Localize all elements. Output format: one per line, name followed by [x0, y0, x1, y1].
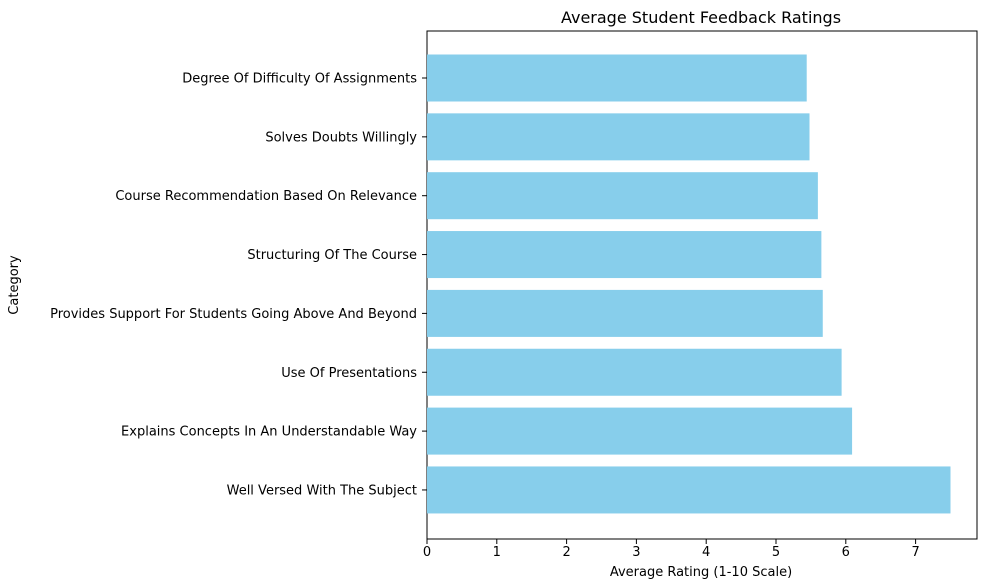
bar: [427, 54, 807, 102]
chart-title: Average Student Feedback Ratings: [561, 8, 841, 27]
y-tick-label: Structuring Of The Course: [247, 248, 417, 263]
y-tick-label: Degree Of Difficulty Of Assignments: [182, 72, 417, 87]
bar: [427, 407, 853, 455]
x-tick-label: 7: [911, 545, 919, 560]
x-tick-label: 6: [842, 545, 850, 560]
x-ticks: 0 1 2 3 4 5 6 7: [423, 539, 920, 560]
bar: [427, 348, 842, 396]
y-tick-label: Solves Doubts Willingly: [265, 130, 417, 145]
y-tick-label: Well Versed With The Subject: [227, 483, 417, 498]
y-ticks: Degree Of Difficulty Of Assignments Solve…: [50, 72, 427, 498]
x-tick-label: 4: [702, 545, 710, 560]
x-tick-label: 0: [423, 545, 431, 560]
bar: [427, 231, 822, 279]
y-tick-label: Course Recommendation Based On Relevance: [115, 189, 417, 204]
bar: [427, 289, 823, 337]
plot-area: Degree Of Difficulty Of Assignments Solve…: [50, 30, 978, 560]
y-tick-label: Provides Support For Students Going Abov…: [50, 307, 417, 322]
x-tick-label: 2: [562, 545, 570, 560]
bar: [427, 172, 818, 220]
y-tick-label: Explains Concepts In An Understandable W…: [121, 425, 417, 440]
plot-frame: [426, 30, 978, 540]
y-tick-label: Use Of Presentations: [281, 366, 417, 381]
bar: [427, 466, 951, 514]
bar: [427, 113, 810, 161]
x-tick-label: 5: [772, 545, 780, 560]
x-axis-label: Average Rating (1-10 Scale): [610, 565, 792, 580]
y-axis-label: Category: [7, 255, 22, 315]
x-tick-label: 1: [493, 545, 501, 560]
x-tick-label: 3: [632, 545, 640, 560]
bars: [427, 54, 951, 514]
